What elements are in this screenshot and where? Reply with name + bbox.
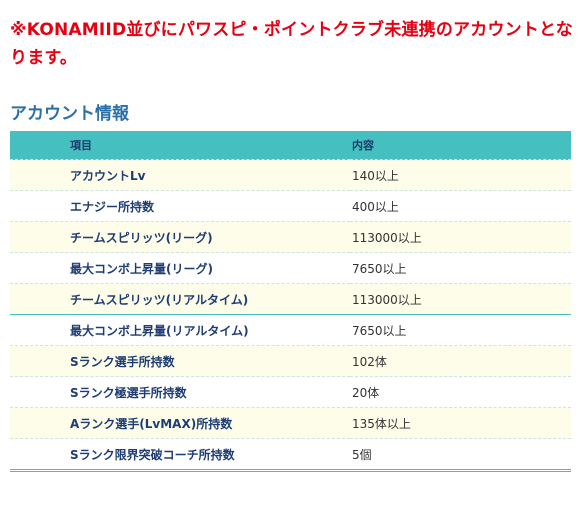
section-title-account-info: アカウント情報: [10, 104, 129, 124]
table-row: Sランク選手所持数 102体: [10, 345, 571, 377]
row-value: 7650以上: [350, 252, 571, 284]
row-item: Aランク選手(LvMAX)所持数: [10, 407, 350, 439]
row-value: 113000以上: [350, 283, 571, 315]
row-value: 400以上: [350, 190, 571, 222]
header-content: 内容: [350, 131, 571, 160]
row-value: 135体以上: [350, 407, 571, 439]
table-row: 最大コンボ上昇量(リーグ) 7650以上: [10, 252, 571, 284]
row-item: Sランク選手所持数: [10, 345, 350, 377]
table-row: Sランク極選手所持数 20体: [10, 376, 571, 408]
row-value: 102体: [350, 345, 571, 377]
row-value: 5個: [350, 438, 571, 469]
table-row: チームスピリッツ(リアルタイム) 113000以上: [10, 283, 571, 315]
row-item: アカウントLv: [10, 159, 350, 191]
table-header-row: 項目 内容: [10, 131, 571, 160]
row-item: Sランク限界突破コーチ所持数: [10, 438, 350, 469]
row-item: Sランク極選手所持数: [10, 376, 350, 408]
table-row: Aランク選手(LvMAX)所持数 135体以上: [10, 407, 571, 439]
row-item: 最大コンボ上昇量(リーグ): [10, 252, 350, 284]
unlinked-account-notice: ※KONAMIID並びにパワスピ・ポイントクラブ未連携のアカウントとなります。: [10, 20, 573, 68]
account-info-table: 項目 内容 アカウントLv 140以上 エナジー所持数 400以上 チームスピリ…: [10, 131, 571, 472]
table-row: 最大コンボ上昇量(リアルタイム) 7650以上: [10, 314, 571, 346]
row-value: 113000以上: [350, 221, 571, 253]
row-value: 20体: [350, 376, 571, 408]
table-row: チームスピリッツ(リーグ) 113000以上: [10, 221, 571, 253]
header-item: 項目: [10, 131, 350, 160]
row-value: 7650以上: [350, 314, 571, 346]
table-row: エナジー所持数 400以上: [10, 190, 571, 222]
row-item: チームスピリッツ(リーグ): [10, 221, 350, 253]
row-item: 最大コンボ上昇量(リアルタイム): [10, 314, 350, 346]
row-item: チームスピリッツ(リアルタイム): [10, 283, 350, 315]
table-row: Sランク限界突破コーチ所持数 5個: [10, 438, 571, 469]
row-value: 140以上: [350, 159, 571, 191]
table-row: アカウントLv 140以上: [10, 159, 571, 191]
row-item: エナジー所持数: [10, 190, 350, 222]
